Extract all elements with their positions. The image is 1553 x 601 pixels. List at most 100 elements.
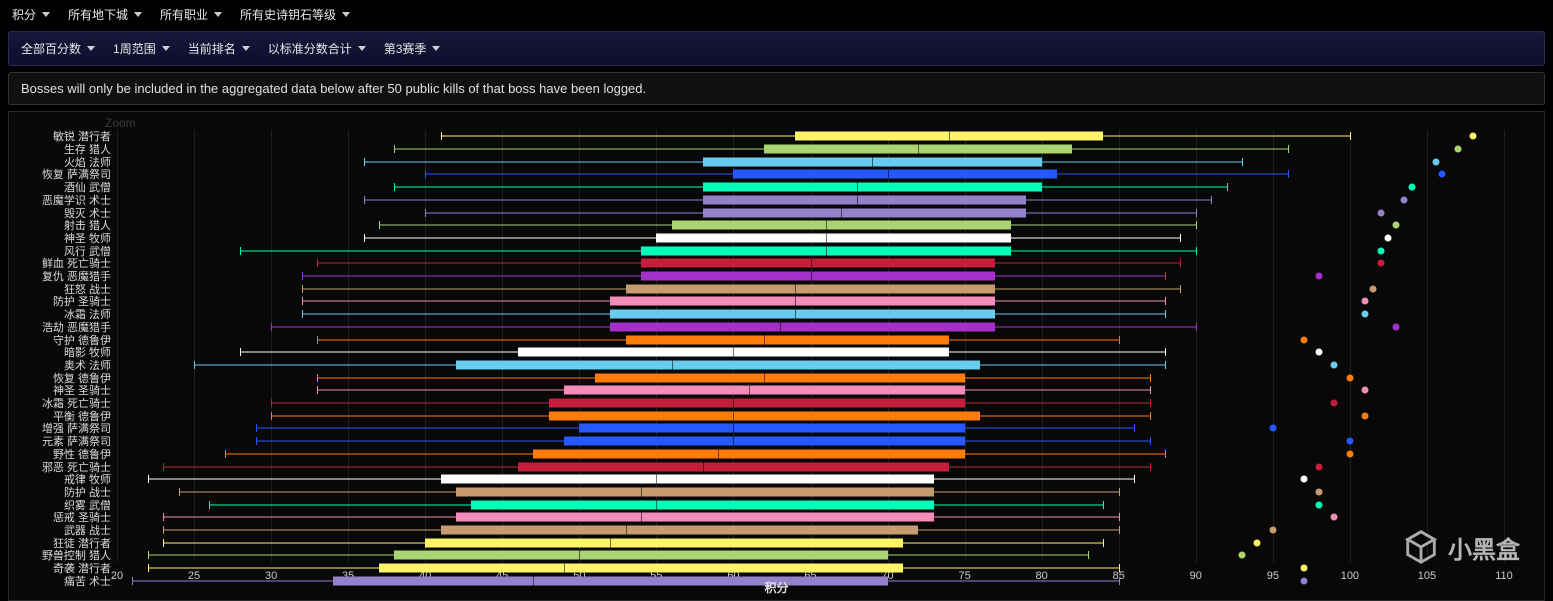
notice-banner: Bosses will only be included in the aggr… [8,72,1545,105]
box [626,335,950,344]
box [703,183,1042,192]
median-line [733,399,734,408]
chevron-down-icon [162,46,170,51]
outlier-dot [1362,412,1369,419]
spec-row: 恢复 萨满祭司 [117,168,1504,181]
outlier-dot [1316,501,1323,508]
spec-row: 元素 萨满祭司 [117,435,1504,448]
spec-row: 狂怒 战士 [117,282,1504,295]
outlier-dot [1454,146,1461,153]
box [703,208,1027,217]
filter-secondary-score[interactable]: 以标准分数合计 [268,40,366,57]
spec-row: 邪恶 死亡骑士 [117,460,1504,473]
box [564,437,965,446]
whisker-cap [1150,386,1151,394]
whisker-cap [1180,259,1181,267]
whisker-cap [163,513,164,521]
filter-primary-keystone[interactable]: 所有史诗钥石等级 [240,6,350,23]
chevron-down-icon [134,12,142,17]
outlier-dot [1346,374,1353,381]
box [549,411,981,420]
filter-secondary-percentile[interactable]: 全部百分数 [21,40,95,57]
whisker-cap [1180,285,1181,293]
chevron-down-icon [342,12,350,17]
whisker-cap [240,247,241,255]
filter-secondary-range[interactable]: 1周范围 [113,40,170,57]
whisker-cap [364,196,365,204]
chevron-down-icon [42,12,50,17]
outlier-dot [1346,450,1353,457]
spec-row: 平衡 德鲁伊 [117,409,1504,422]
outlier-dot [1316,349,1323,356]
spec-row: 守护 德鲁伊 [117,333,1504,346]
whisker-cap [1165,450,1166,458]
median-line [795,284,796,293]
whisker-cap [240,348,241,356]
outlier-dot [1433,158,1440,165]
filter-primary-points[interactable]: 积分 [12,6,50,23]
filter-primary-class[interactable]: 所有职业 [160,6,222,23]
median-line [872,157,873,166]
box [533,449,965,458]
outlier-dot [1331,361,1338,368]
spec-row: 防护 圣骑士 [117,295,1504,308]
box [471,500,933,509]
whisker-cap [394,183,395,191]
spec-row: 惩戒 圣骑士 [117,511,1504,524]
whisker-cap [256,437,257,445]
whisker-cap [1196,247,1197,255]
whisker-cap [317,386,318,394]
outlier-dot [1377,260,1384,267]
box [456,513,934,522]
whisker-cap [1150,412,1151,420]
whisker-cap [302,297,303,305]
whisker-cap [148,475,149,483]
outlier-dot [1408,184,1415,191]
median-line [795,310,796,319]
filter-secondary-season[interactable]: 第3赛季 [384,40,441,57]
whisker-cap [1150,399,1151,407]
outlier-dot [1370,285,1377,292]
whisker-cap [1134,475,1135,483]
spec-row: 神圣 牧师 [117,232,1504,245]
whisker-cap [1288,145,1289,153]
filter-secondary-rank[interactable]: 当前排名 [188,40,250,57]
whisker-cap [1196,221,1197,229]
median-line [564,564,565,573]
median-line [826,246,827,255]
filter-bar-primary: 积分 所有地下城 所有职业 所有史诗钥石等级 [0,0,1553,29]
spec-row: 奥术 法师 [117,359,1504,372]
whisker-cap [209,501,210,509]
whisker-cap [163,526,164,534]
whisker-cap [302,310,303,318]
box [549,399,965,408]
whisker-cap [1165,361,1166,369]
median-line [780,322,781,331]
dropdown-label: 当前排名 [188,40,236,57]
median-line [795,297,796,306]
box [626,284,996,293]
outlier-dot [1316,488,1323,495]
filter-primary-dungeon[interactable]: 所有地下城 [68,6,142,23]
whisker-cap [1150,374,1151,382]
outlier-dot [1254,539,1261,546]
chevron-down-icon [358,46,366,51]
whisker-cap [1196,209,1197,217]
box [641,259,995,268]
spec-row: 神圣 圣骑士 [117,384,1504,397]
whisker-cap [256,424,257,432]
whisker-cap [271,399,272,407]
whisker-cap [1103,501,1104,509]
gridline [1504,130,1505,562]
spec-row: 野性 德鲁伊 [117,448,1504,461]
median-line [641,513,642,522]
spec-row: 织雾 武僧 [117,498,1504,511]
watermark-text: 小黑盒 [1448,530,1520,565]
outlier-dot [1346,438,1353,445]
whisker-cap [1088,551,1089,559]
filter-bar-secondary: 全部百分数 1周范围 当前排名 以标准分数合计 第3赛季 [8,31,1545,66]
median-line [533,576,534,585]
median-line [811,272,812,281]
box [610,310,995,319]
dropdown-label: 全部百分数 [21,40,81,57]
